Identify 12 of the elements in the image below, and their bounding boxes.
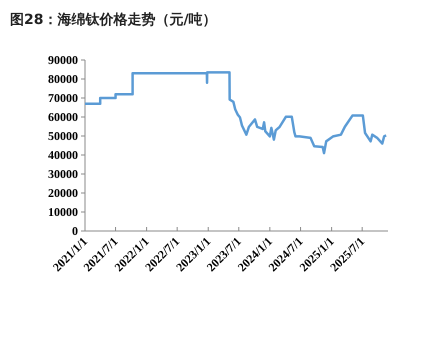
y-tick-label: 20000 [48, 186, 78, 200]
y-tick-label: 50000 [48, 129, 78, 144]
y-tick-label: 60000 [48, 110, 78, 124]
y-tick-label: 90000 [48, 53, 78, 68]
y-tick-label: 0 [72, 224, 78, 238]
y-tick-label: 10000 [48, 205, 78, 220]
chart-title: 图28：海绵钛价格走势（元/吨） [10, 12, 217, 28]
y-tick-label: 30000 [48, 167, 78, 182]
y-tick-label: 80000 [48, 72, 78, 86]
y-tick-label: 70000 [48, 91, 78, 106]
y-tick-label: 40000 [48, 148, 78, 162]
line-series [84, 71, 388, 154]
